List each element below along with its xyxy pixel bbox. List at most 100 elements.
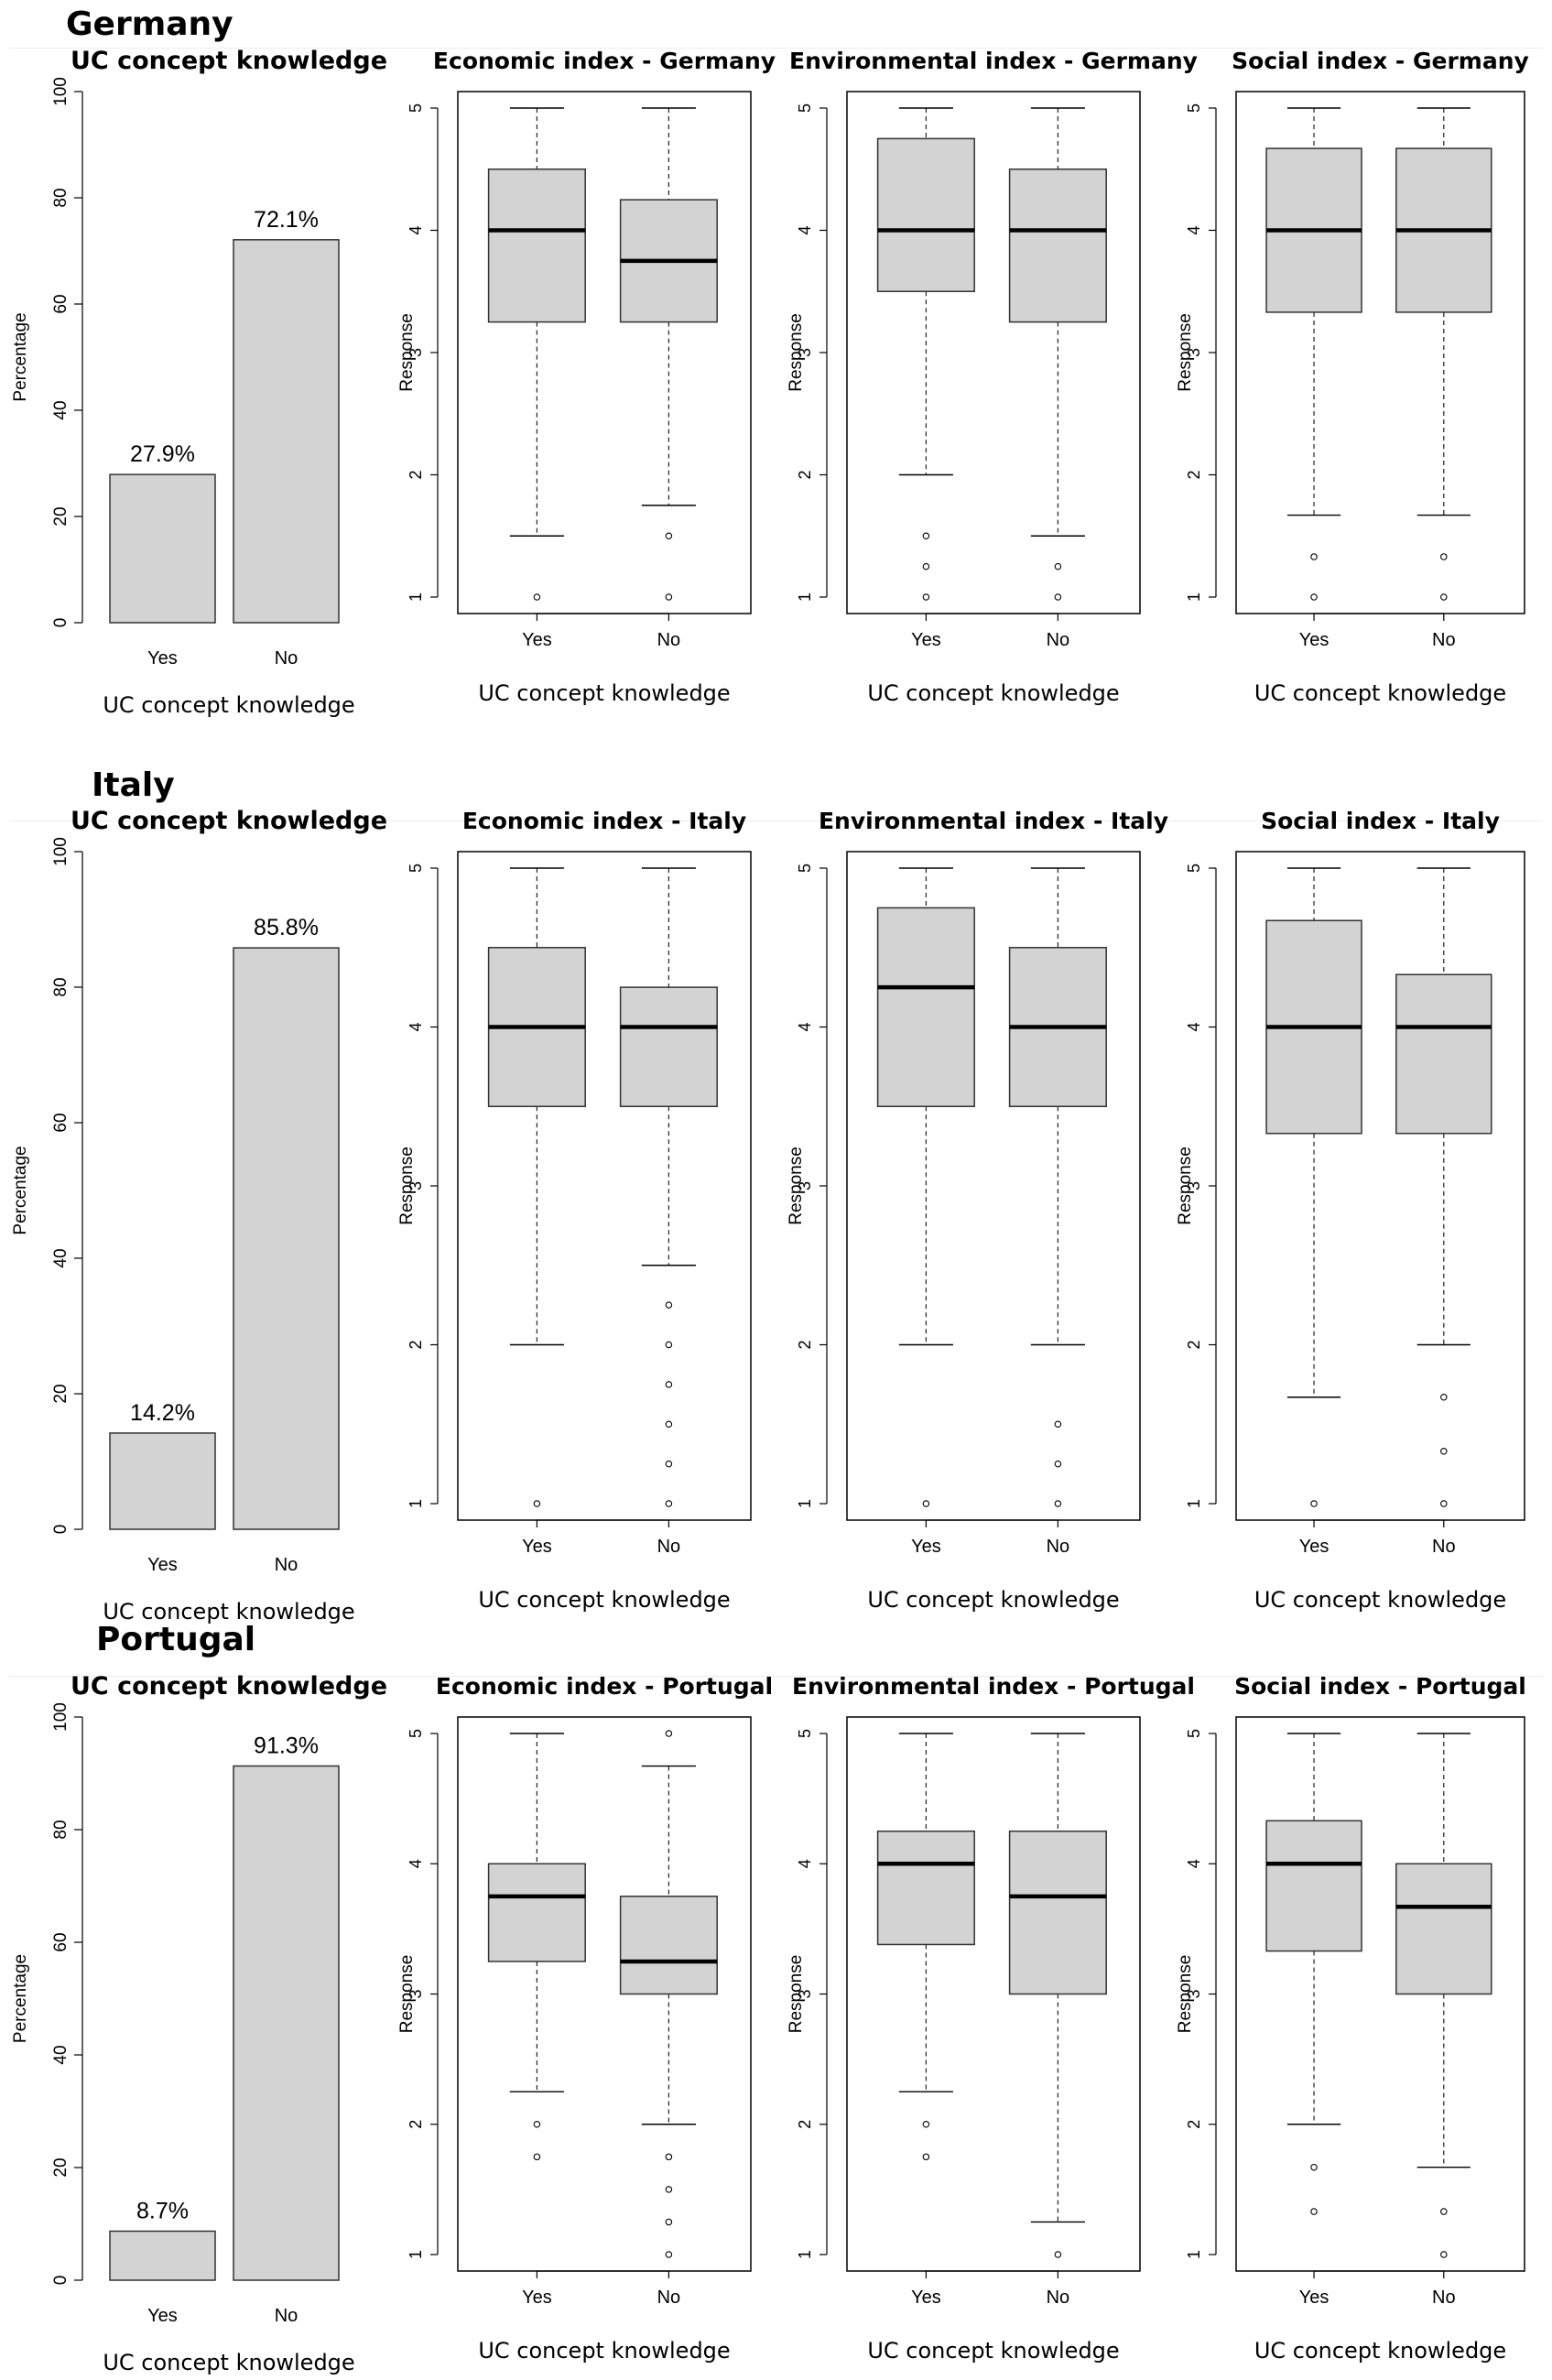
x-tick-label: No	[1432, 1537, 1456, 1557]
x-axis-label: UC concept knowledge	[103, 2350, 354, 2375]
y-tick-label: 4	[796, 1022, 814, 1031]
outlier-point	[665, 1420, 673, 1428]
chart-title: Social index - Germany	[1232, 48, 1529, 74]
x-axis-label: UC concept knowledge	[478, 2338, 730, 2364]
outlier-point	[922, 2120, 930, 2128]
divider	[9, 1676, 1543, 1677]
outlier-point	[665, 532, 673, 539]
outlier-point	[533, 593, 541, 601]
y-tick-label: 3	[407, 348, 425, 357]
outlier-point	[665, 593, 673, 601]
x-tick-label: No	[657, 630, 681, 650]
x-tick-label: No	[657, 2288, 681, 2308]
x-tick-label: Yes	[522, 1537, 552, 1557]
bar-yes	[109, 473, 216, 624]
y-axis-label: Percentage	[11, 312, 30, 401]
y-tick-label: 20	[51, 2157, 71, 2177]
outlier-point	[1440, 1394, 1448, 1401]
boxplot-social-italy: Social index - Italy 1 2 3 4 5 Response Yes No UC…	[1176, 808, 1525, 1613]
y-tick-label: 3	[1185, 1989, 1203, 1998]
y-axis-label: Response	[1176, 1955, 1195, 2034]
outlier-point	[922, 2153, 930, 2161]
outlier-point	[1310, 593, 1318, 601]
y-axis-label: Response	[787, 1955, 806, 2034]
x-tick-label: No	[657, 1537, 681, 1557]
y-tick-label: 2	[407, 470, 425, 479]
data-label: 14.2%	[130, 1400, 195, 1426]
data-label: 8.7%	[136, 2198, 189, 2223]
box-no	[1008, 1830, 1107, 1995]
box-yes	[487, 168, 586, 323]
outlier-point	[922, 532, 930, 539]
x-tick-label: Yes	[911, 2288, 941, 2308]
boxplot-economic-germany: Economic index - Germany 1 2 3 4 5 Response Yes…	[397, 48, 776, 706]
outlier-point	[1054, 1420, 1062, 1428]
y-tick-label: 40	[51, 1248, 71, 1267]
x-tick-label: Yes	[522, 630, 552, 650]
chart-title: Social index - Italy	[1261, 808, 1500, 834]
outlier-point	[665, 2218, 673, 2226]
y-tick-label: 5	[796, 864, 814, 873]
y-tick-label: 60	[51, 294, 71, 313]
x-tick-label: Yes	[911, 630, 941, 650]
y-tick-label: 60	[51, 1113, 71, 1132]
x-axis-label: UC concept knowledge	[1254, 680, 1506, 706]
outlier-point	[1054, 2251, 1062, 2258]
box-yes	[876, 907, 975, 1107]
boxplot-environmental-portugal: Environmental index - Portugal 1 2 3 4 5 Respo…	[787, 1673, 1195, 2364]
outlier-point	[665, 2251, 673, 2258]
y-tick-label: 2	[796, 2120, 814, 2129]
bar-no	[233, 947, 340, 1530]
box-no	[1008, 168, 1107, 323]
y-axis-label: Response	[1176, 1147, 1195, 1225]
box-yes	[487, 1863, 586, 1962]
y-tick-label: 1	[1185, 1499, 1203, 1508]
y-tick-label: 4	[1185, 1859, 1203, 1868]
y-tick-label: 2	[1185, 470, 1203, 479]
y-tick-label: 80	[51, 977, 71, 996]
y-tick-label: 5	[1185, 864, 1203, 873]
y-axis-label: Percentage	[11, 1146, 30, 1234]
boxplot-economic-portugal: Economic index - Portugal 1 2 3 4 5 Response Ye…	[397, 1673, 773, 2364]
y-tick-label: 1	[1185, 592, 1203, 602]
y-tick-label: 4	[407, 1859, 425, 1868]
y-tick-label: 5	[796, 103, 814, 113]
outlier-point	[1310, 553, 1318, 560]
chart-title: Economic index - Portugal	[436, 1673, 773, 1700]
data-label: 91.3%	[254, 1733, 319, 1759]
italy-section: Italy UC concept knowledge 0 20 40 60 80 100 Pe…	[0, 760, 1552, 1625]
y-axis-label: Response	[397, 1955, 417, 2034]
outlier-point	[665, 1341, 673, 1349]
x-tick-label: Yes	[1299, 2288, 1330, 2308]
x-axis-label: UC concept knowledge	[867, 2338, 1119, 2364]
y-tick-label: 4	[407, 225, 425, 234]
outlier-point	[1054, 593, 1062, 601]
x-tick-label: No	[1432, 630, 1456, 650]
x-tick-label: No	[1432, 2288, 1456, 2308]
x-tick-label: Yes	[1299, 630, 1330, 650]
outlier-point	[1054, 562, 1062, 571]
x-tick-label: No	[1047, 2288, 1070, 2308]
chart-title: Environmental index - Italy	[819, 808, 1168, 834]
x-tick-label: Yes	[147, 1555, 178, 1575]
x-tick-label: No	[1047, 630, 1070, 650]
chart-title: Social index - Portugal	[1234, 1673, 1526, 1700]
bar-chart-italy: UC concept knowledge 0 20 40 60 80 100 Percenta…	[11, 807, 387, 1625]
x-axis-label: UC concept knowledge	[867, 680, 1119, 706]
y-tick-label: 2	[796, 1340, 814, 1349]
outlier-point	[1440, 2251, 1448, 2258]
y-tick-label: 3	[796, 348, 814, 357]
y-tick-label: 20	[51, 506, 71, 526]
boxplot-social-germany: Social index - Germany 1 2 3 4 5 Response Yes No…	[1176, 48, 1529, 706]
divider	[9, 48, 1543, 49]
outlier-point	[1310, 2163, 1318, 2171]
x-axis-label: UC concept knowledge	[867, 1587, 1119, 1613]
x-tick-label: No	[1047, 1537, 1070, 1557]
x-tick-label: Yes	[911, 1537, 941, 1557]
outlier-point	[922, 1500, 930, 1507]
bar-no	[233, 1765, 340, 2281]
box-no	[619, 986, 718, 1107]
x-axis-label: UC concept knowledge	[103, 692, 354, 718]
chart-title: Economic index - Italy	[462, 808, 746, 834]
y-tick-label: 2	[407, 2120, 425, 2129]
